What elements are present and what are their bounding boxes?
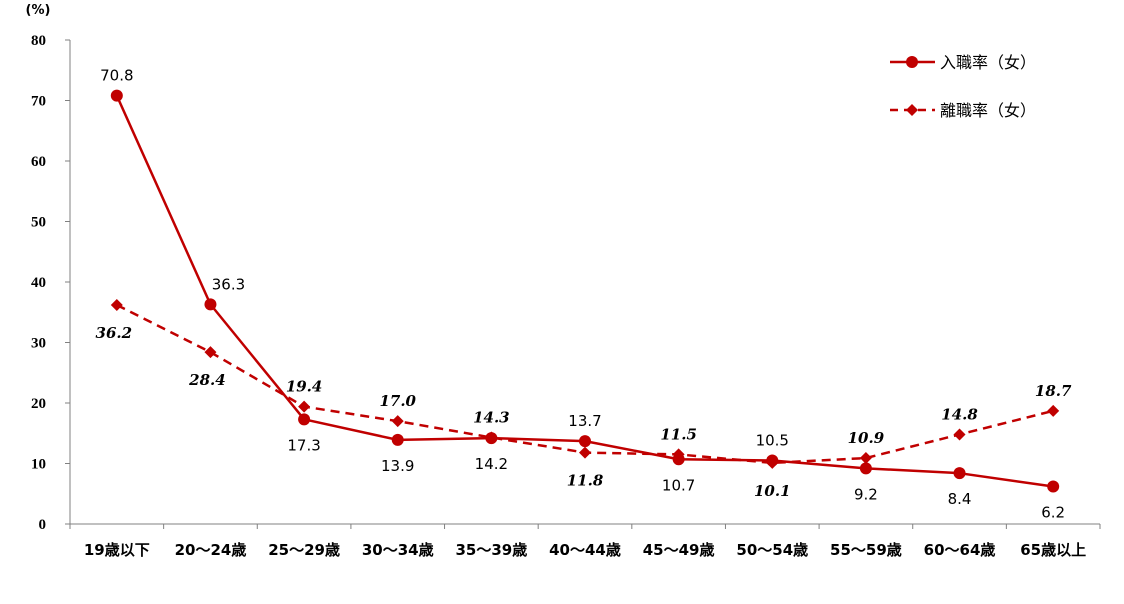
- y-tick-label: 40: [31, 275, 46, 291]
- data-point: [391, 433, 404, 446]
- y-tick-label: 80: [31, 33, 46, 49]
- data-label: 10.9: [848, 429, 885, 447]
- y-tick-label: 60: [31, 154, 46, 170]
- x-tick-label: 30～34歳: [362, 541, 434, 559]
- data-label: 9.2: [854, 485, 878, 503]
- data-label: 10.5: [756, 431, 789, 449]
- data-point: [204, 346, 217, 359]
- data-point: [298, 413, 311, 426]
- data-label: 14.8: [941, 405, 978, 423]
- data-point: [859, 452, 872, 465]
- data-label: 17.3: [287, 436, 320, 454]
- data-point: [579, 435, 591, 448]
- data-label: 36.3: [212, 275, 245, 293]
- legend-label: 入職率（女）: [940, 53, 1036, 72]
- data-label: 18.7: [1035, 382, 1072, 400]
- legend-marker: [906, 56, 918, 68]
- x-tick-labels: 19歳以下 20～24歳 25～29歳 30～34歳 35～39歳 40～44歳 45～49…: [84, 541, 1086, 559]
- y-tick-label: 30: [31, 336, 46, 352]
- x-tick-label: 19歳以下: [84, 541, 150, 559]
- data-point: [1047, 404, 1060, 417]
- data-point: [298, 400, 311, 413]
- data-point: [110, 89, 123, 102]
- y-tick-label: 20: [31, 396, 46, 412]
- x-tick-label: 25～29歳: [268, 541, 340, 559]
- y-tick-label: 50: [31, 215, 46, 231]
- y-tick-labels: 0 10 20 30 40 50 60 70 80: [31, 33, 46, 533]
- legend: 入職率（女） 離職率（女）: [890, 53, 1036, 120]
- data-label: 8.4: [948, 490, 972, 508]
- x-tick-label: 50～54歳: [736, 541, 808, 559]
- data-label: 19.4: [286, 378, 323, 396]
- legend-marker: [906, 104, 918, 116]
- data-label: 17.0: [379, 392, 416, 410]
- data-point: [766, 456, 779, 469]
- data-label: 13.9: [381, 457, 414, 475]
- y-tick-label: 0: [39, 517, 47, 533]
- data-point: [953, 428, 966, 441]
- x-tick-label: 35～39歳: [455, 541, 527, 559]
- x-tick-label: 20～24歳: [175, 541, 247, 559]
- data-point: [672, 448, 685, 461]
- y-tick-label: 10: [31, 457, 46, 473]
- data-label: 10.7: [662, 476, 695, 494]
- data-point: [579, 446, 591, 459]
- x-tick-label: 60～64歳: [924, 541, 996, 559]
- data-label: 70.8: [100, 67, 133, 85]
- y-unit-label: (%): [26, 3, 51, 18]
- x-tick-label: 40～44歳: [549, 541, 621, 559]
- data-point: [391, 415, 404, 428]
- y-tick-label: 70: [31, 94, 46, 110]
- data-label: 28.4: [188, 371, 226, 389]
- data-point: [953, 467, 966, 480]
- data-label: 36.2: [96, 324, 133, 342]
- data-label: 13.7: [568, 412, 601, 430]
- data-point: [204, 298, 217, 311]
- data-label: 11.8: [567, 472, 604, 490]
- data-label: 14.2: [475, 455, 508, 473]
- x-tick-label: 55～59歳: [830, 541, 902, 559]
- data-label: 11.5: [660, 425, 697, 443]
- data-point: [859, 462, 872, 475]
- axes: [65, 39, 1101, 529]
- data-label: 6.2: [1041, 503, 1065, 521]
- data-point: [1047, 480, 1060, 493]
- legend-label: 離職率（女）: [940, 101, 1036, 120]
- data-labels: 70.8 36.3 17.3 13.9 14.2 13.7 10.7 10.5 9.2 8.4 6.…: [96, 67, 1072, 522]
- x-tick-label: 65歳以上: [1020, 541, 1086, 559]
- series-layer: [110, 89, 1060, 493]
- data-label: 10.1: [754, 482, 791, 500]
- data-point: [110, 298, 123, 311]
- data-label: 14.3: [473, 408, 510, 426]
- data-point: [485, 431, 498, 444]
- x-tick-label: 45～49歳: [643, 541, 715, 559]
